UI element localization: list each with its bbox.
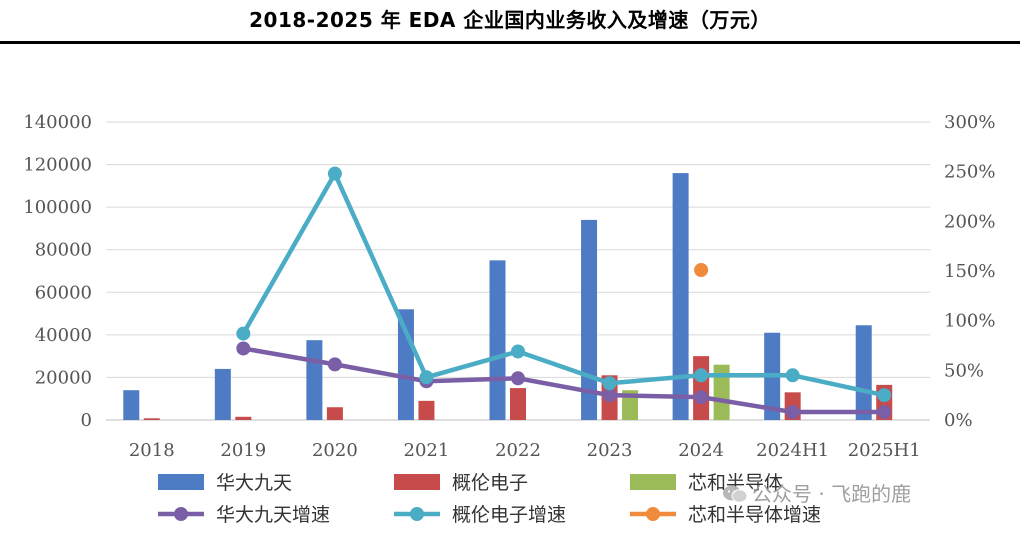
left-tick-label: 140000 <box>23 112 92 133</box>
right-tick-label: 50% <box>944 360 984 381</box>
x-tick-label: 2024 <box>678 440 724 461</box>
line-point <box>694 263 709 278</box>
legend-swatch <box>394 474 440 490</box>
legend-label: 芯和半导体增速 <box>688 504 821 526</box>
left-tick-label: 120000 <box>23 155 92 176</box>
watermark-text: 公众号 · 飞跑的鹿 <box>752 482 912 506</box>
left-tick-label: 100000 <box>23 197 92 218</box>
right-tick-label: 300% <box>944 112 995 133</box>
right-tick-label: 0% <box>944 410 973 431</box>
bar <box>397 309 414 420</box>
line-point <box>327 166 342 181</box>
bar <box>855 325 872 420</box>
legend-label: 概伦电子 <box>452 472 528 494</box>
line-point <box>877 405 892 420</box>
legend-label: 华大九天增速 <box>216 504 330 526</box>
x-tick-label: 2023 <box>587 440 633 461</box>
right-tick-label: 200% <box>944 211 995 232</box>
legend-swatch-marker <box>646 507 660 521</box>
title-rule <box>0 41 1020 44</box>
series-line <box>241 171 885 398</box>
legend-swatch-marker <box>174 507 188 521</box>
line-point <box>236 341 251 356</box>
left-tick-label: 20000 <box>35 367 92 388</box>
bar <box>214 368 231 420</box>
bar <box>693 356 710 420</box>
line-point <box>327 357 342 372</box>
legend-swatch <box>158 474 204 490</box>
line-point <box>602 388 617 403</box>
series-line <box>242 346 885 415</box>
bar <box>672 173 689 420</box>
right-tick-label: 100% <box>944 311 995 332</box>
bar <box>326 407 343 420</box>
left-tick-label: 60000 <box>35 282 92 303</box>
bar <box>143 418 160 420</box>
bar <box>581 219 598 420</box>
x-tick-label: 2018 <box>129 440 175 461</box>
line-point <box>694 368 709 383</box>
line-point <box>877 388 892 403</box>
line-series <box>236 166 892 420</box>
line-point <box>236 326 251 341</box>
bar <box>418 400 435 420</box>
x-tick-label: 2020 <box>312 440 358 461</box>
bar-series <box>123 173 893 420</box>
line-point <box>511 344 525 359</box>
bar <box>123 390 140 420</box>
line-point <box>511 371 525 386</box>
legend-swatch-marker <box>410 507 424 521</box>
left-axis-ticks: 0 20000 40000 60000 80000 100000 120000 140000 <box>23 112 92 431</box>
legend-label: 华大九天 <box>216 472 292 494</box>
x-tick-label: 2022 <box>495 440 541 461</box>
bar <box>489 260 506 420</box>
bar <box>713 364 730 420</box>
legend-label: 概伦电子增速 <box>452 504 566 526</box>
legend-label: 芯和半导体 <box>688 472 783 494</box>
x-axis-ticks: 2018 2019 2020 2021 2022 2023 2024 2024H1 2025H1 <box>129 440 921 461</box>
x-tick-label: 2025H1 <box>848 440 921 461</box>
line-point <box>419 370 434 385</box>
bar <box>306 340 323 420</box>
legend-swatch <box>630 474 676 490</box>
bar <box>510 388 526 420</box>
line-point <box>602 376 617 391</box>
left-tick-label: 40000 <box>35 325 92 346</box>
left-tick-label: 80000 <box>35 240 92 261</box>
line-point <box>785 368 800 383</box>
right-tick-label: 150% <box>944 261 995 282</box>
x-tick-label: 2019 <box>220 440 266 461</box>
right-axis-ticks: 0% 50% 100% 150% 200% 250% 300% <box>944 112 995 431</box>
line-point <box>785 405 800 420</box>
bar <box>235 416 252 420</box>
x-tick-label: 2021 <box>404 440 450 461</box>
right-tick-label: 250% <box>944 162 995 183</box>
line-point <box>694 390 709 405</box>
x-tick-label: 2024H1 <box>756 440 829 461</box>
left-tick-label: 0 <box>81 410 92 431</box>
wechat-icon <box>723 485 748 503</box>
watermark: 公众号 · 飞跑的鹿 <box>722 478 911 507</box>
chart-title: 2018-2025 年 EDA 企业国内业务收入及增速（万元） <box>249 8 771 32</box>
